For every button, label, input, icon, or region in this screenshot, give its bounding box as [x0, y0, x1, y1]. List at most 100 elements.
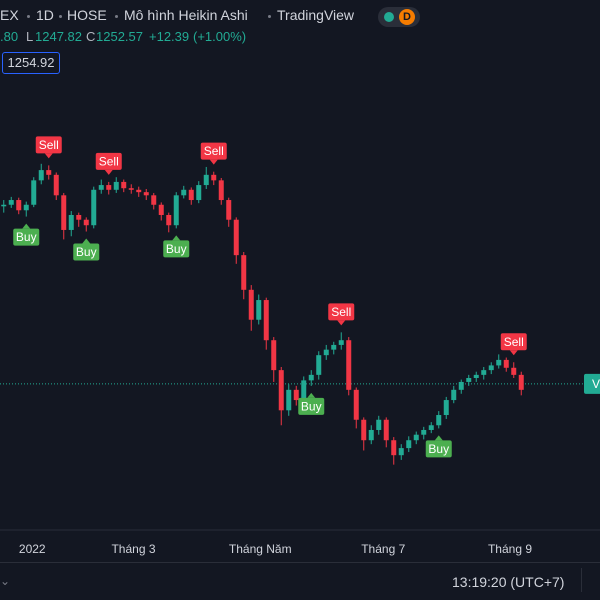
- signal-label: Sell: [500, 333, 527, 356]
- candle-body: [16, 200, 22, 211]
- candle-body: [203, 174, 209, 186]
- signal-text: Buy: [428, 442, 449, 456]
- signal-label: Sell: [95, 152, 122, 175]
- candle-body: [428, 425, 434, 430]
- price-box[interactable]: 1254.92: [2, 52, 60, 74]
- high-value: .80: [0, 29, 19, 44]
- signal-label: Sell: [328, 303, 355, 326]
- signal-text: Buy: [76, 245, 97, 259]
- footer-divider: [0, 562, 600, 563]
- candle-body: [391, 440, 397, 456]
- candle-body: [488, 365, 494, 371]
- signal-box: [500, 333, 527, 351]
- candle-body: [346, 340, 352, 390]
- candle-body: [511, 367, 517, 375]
- signal-label: Buy: [163, 235, 190, 258]
- candle-body: [256, 300, 262, 320]
- candle-body: [91, 189, 97, 226]
- x-tick-label: Tháng 9: [488, 542, 532, 556]
- candle-body: [218, 180, 224, 201]
- delay-badge[interactable]: D: [399, 9, 415, 25]
- candle-body: [61, 195, 67, 230]
- signal-label: Buy: [13, 223, 40, 246]
- candle-body: [413, 434, 419, 441]
- signal-label: Buy: [298, 392, 325, 415]
- collapse-arrow[interactable]: ⌄: [0, 574, 11, 588]
- signal-text: Sell: [39, 138, 59, 152]
- candle-body: [331, 344, 337, 350]
- candle-body: [121, 181, 127, 189]
- candle-body: [211, 174, 217, 181]
- candle-body: [98, 185, 104, 190]
- exchange: HOSE: [67, 7, 107, 23]
- signal-text: Sell: [204, 144, 224, 158]
- candle-body: [503, 359, 509, 368]
- candle-body: [383, 419, 389, 441]
- change-percent: (+1.00%): [193, 29, 247, 44]
- candle-body: [443, 400, 449, 416]
- signal-text: Sell: [504, 335, 524, 349]
- close-value: 1252.57: [96, 29, 143, 44]
- market-status: [384, 12, 394, 22]
- signal-text: Sell: [331, 305, 351, 319]
- signal-box: [200, 142, 227, 160]
- signal-label: Buy: [425, 435, 452, 458]
- signal-box: [163, 240, 190, 258]
- signal-pointer: [104, 169, 113, 175]
- candle-body: [398, 448, 404, 456]
- signal-text: Buy: [301, 399, 322, 413]
- x-tick-label: Tháng Năm: [229, 542, 292, 556]
- candle-body: [196, 185, 202, 201]
- candle-body: [361, 419, 367, 441]
- candle-body: [481, 370, 487, 375]
- candle-body: [38, 170, 44, 181]
- signal-label: Buy: [73, 238, 100, 261]
- signal-text: Sell: [99, 154, 119, 168]
- signal-text: Buy: [166, 242, 187, 256]
- signal-pointer: [82, 238, 91, 244]
- close-label: C: [86, 29, 96, 44]
- candle-body: [368, 429, 374, 441]
- candle-body: [241, 255, 247, 290]
- signal-pointer: [509, 350, 518, 356]
- x-tick-label: Tháng 3: [111, 542, 155, 556]
- signal-pointer: [172, 235, 181, 241]
- candle-body: [376, 419, 382, 430]
- candle-body: [226, 200, 232, 220]
- clock: 13:19:20 (UTC+7): [452, 574, 565, 590]
- symbol[interactable]: EX: [0, 7, 19, 23]
- candle-body: [76, 214, 82, 220]
- signal-box: [73, 243, 100, 261]
- signal-box: [328, 303, 355, 321]
- signal-box: [95, 152, 122, 170]
- candle-body: [106, 185, 112, 190]
- candle-body: [286, 389, 292, 411]
- candle-body: [158, 204, 164, 215]
- footer-separator: [581, 568, 582, 592]
- signal-label: Sell: [35, 136, 62, 159]
- candle-body: [451, 389, 457, 401]
- signal-label: Sell: [200, 142, 227, 165]
- candle-body: [278, 370, 284, 411]
- price-tag-text: V: [592, 377, 600, 391]
- candle-body: [31, 180, 37, 205]
- candle-body: [473, 374, 479, 379]
- low-value: 1247.82: [35, 29, 82, 44]
- price-tag: [584, 373, 600, 394]
- signal-pointer: [307, 392, 316, 398]
- candle-body: [188, 189, 194, 201]
- candle-body: [436, 415, 442, 426]
- signal-text: Buy: [16, 230, 37, 244]
- candle-body: [128, 188, 134, 190]
- candle-body: [323, 349, 329, 356]
- candle-body: [136, 189, 142, 193]
- candle-body: [458, 381, 464, 390]
- signal-pointer: [209, 159, 218, 165]
- candle-body: [353, 389, 359, 420]
- signal-box: [298, 397, 325, 415]
- interval[interactable]: 1D: [36, 7, 54, 23]
- candle-body: [8, 200, 14, 205]
- candle-body: [166, 214, 172, 226]
- candle-body: [421, 429, 427, 435]
